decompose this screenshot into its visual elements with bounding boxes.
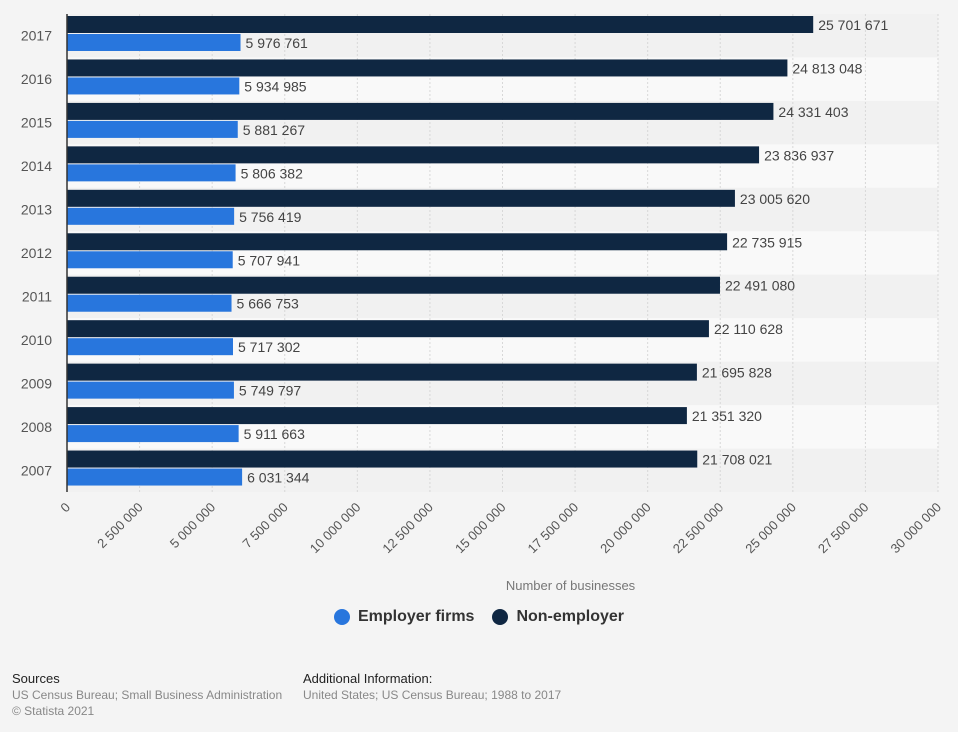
sources-block: Sources US Census Bureau; Small Business… [12,671,282,719]
bar-non-employer [67,450,698,468]
y-tick-label: 2011 [22,288,52,304]
y-tick-label: 2016 [21,71,52,87]
legend-label: Employer firms [357,608,475,625]
additional-info-block: Additional Information: United States; U… [303,671,561,703]
x-axis-ticks: 0 2 500 000 5 000 000 7 500 000 10 000 000 12… [57,500,944,557]
bar-non-employer [67,320,709,338]
y-tick-label: 2017 [21,28,52,44]
bar-non-employer [67,59,788,77]
bar-non-employer [67,146,760,164]
bar-employer-firms [67,251,233,269]
data-label-employer-firms: 5 881 267 [243,122,305,138]
data-label-non-employer: 25 701 671 [818,17,888,33]
x-tick-label: 30 000 000 [887,500,944,557]
data-label-non-employer: 24 813 048 [792,60,862,76]
data-label-employer-firms: 5 749 797 [239,383,301,399]
bar-non-employer [67,233,728,251]
data-label-non-employer: 24 331 403 [778,104,848,120]
legend-dot-icon [492,609,509,625]
bar-employer-firms [67,34,241,51]
bar-non-employer [67,363,697,381]
bar-employer-firms [67,120,238,138]
y-tick-label: 2013 [21,202,52,218]
additional-info-text: United States; US Census Bureau; 1988 to… [303,688,562,702]
bar-non-employer [67,276,720,294]
x-tick-label: 0 [57,500,73,516]
data-label-non-employer: 21 708 021 [702,452,772,468]
data-label-employer-firms: 5 806 382 [241,165,303,181]
bar-employer-firms [67,425,239,443]
bar-chart: 25 701 671 5 976 761 24 813 048 5 934 985 24… [21,14,944,593]
y-axis-ticks: 2017 2016 2015 2014 2013 2012 2011 2010 2009 2008… [21,28,52,479]
x-tick-label: 12 500 000 [379,500,436,557]
x-axis-title: Number of businesses [506,578,636,593]
x-tick-label: 10 000 000 [307,500,364,557]
x-tick-label: 7 500 000 [239,500,291,552]
y-tick-label: 2012 [21,245,52,261]
data-label-employer-firms: 6 031 344 [247,470,309,486]
bar-non-employer [67,16,814,33]
data-label-employer-firms: 5 707 941 [238,252,300,268]
data-label-employer-firms: 5 911 663 [244,426,305,442]
bars [67,16,814,486]
legend-dot-icon [333,609,350,625]
y-tick-label: 2010 [21,332,52,348]
x-tick-label: 5 000 000 [167,500,219,552]
bar-non-employer [67,189,735,207]
legend-label: Non-employer [516,608,625,625]
bar-employer-firms [67,207,235,225]
y-tick-label: 2015 [21,115,52,131]
bar-non-employer [67,407,687,425]
data-label-non-employer: 21 695 828 [702,365,772,381]
sources-heading: Sources [12,671,60,686]
sources-text[interactable]: US Census Bureau; Small Business Adminis… [12,688,283,702]
data-label-non-employer: 22 110 628 [714,321,783,337]
x-tick-label: 17 500 000 [525,500,582,557]
legend: Employer firms Non-employer [0,608,958,626]
bar-employer-firms [67,381,234,399]
legend-item-employer-firms[interactable]: Employer firms [333,608,475,626]
data-label-employer-firms: 5 976 761 [246,35,308,51]
bar-employer-firms [67,294,232,312]
data-label-employer-firms: 5 934 985 [244,78,306,94]
data-label-non-employer: 23 836 937 [764,147,834,163]
x-tick-label: 27 500 000 [815,500,872,557]
data-label-employer-firms: 5 717 302 [238,339,300,355]
additional-info-heading: Additional Information: [303,671,433,686]
data-label-non-employer: 23 005 620 [740,191,810,207]
bar-non-employer [67,102,774,120]
y-tick-label: 2007 [21,462,52,478]
copyright: © Statista 2021 [12,704,95,718]
bar-employer-firms [67,468,243,486]
y-tick-label: 2014 [21,158,52,174]
bar-employer-firms [67,164,236,182]
x-tick-label: 15 000 000 [452,500,509,557]
data-label-employer-firms: 5 666 753 [237,296,299,312]
legend-item-non-employer[interactable]: Non-employer [492,608,624,626]
x-tick-label: 22 500 000 [670,500,727,557]
data-label-employer-firms: 5 756 419 [239,209,301,225]
y-tick-label: 2009 [21,375,52,391]
data-label-non-employer: 22 491 080 [725,278,795,294]
data-labels: 25 701 671 5 976 761 24 813 048 5 934 985 24… [237,17,889,486]
y-tick-label: 2008 [21,419,52,435]
bar-employer-firms [67,77,240,95]
x-tick-label: 25 000 000 [742,500,799,557]
bar-employer-firms [67,338,233,356]
data-label-non-employer: 21 351 320 [692,408,762,424]
data-label-non-employer: 22 735 915 [732,234,802,250]
x-tick-label: 20 000 000 [597,500,654,557]
x-tick-label: 2 500 000 [94,500,146,552]
